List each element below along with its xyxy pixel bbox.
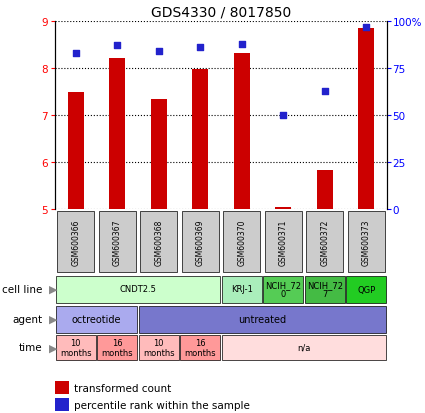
FancyBboxPatch shape: [222, 276, 262, 303]
FancyBboxPatch shape: [305, 276, 345, 303]
Bar: [109, 59, 125, 209]
FancyBboxPatch shape: [223, 211, 261, 273]
Text: 10
months: 10 months: [60, 338, 91, 357]
FancyBboxPatch shape: [264, 276, 303, 303]
Text: ▶: ▶: [48, 314, 57, 324]
Text: CNDT2.5: CNDT2.5: [119, 285, 156, 294]
FancyBboxPatch shape: [306, 211, 343, 273]
Bar: [193, 70, 208, 209]
FancyBboxPatch shape: [56, 306, 137, 333]
Bar: [275, 207, 291, 209]
Text: ▶: ▶: [48, 284, 57, 294]
Point: [238, 41, 245, 48]
Text: n/a: n/a: [298, 343, 311, 352]
Bar: [358, 29, 374, 209]
Text: transformed count: transformed count: [74, 383, 171, 393]
Point: [156, 49, 162, 55]
Bar: [234, 54, 249, 209]
Text: GSM600371: GSM600371: [279, 219, 288, 265]
Point: [114, 43, 121, 50]
Text: cell line: cell line: [2, 284, 42, 294]
FancyBboxPatch shape: [97, 335, 137, 360]
Text: 16
months: 16 months: [184, 338, 216, 357]
Text: GSM600372: GSM600372: [320, 219, 329, 265]
FancyBboxPatch shape: [348, 211, 385, 273]
Bar: [151, 99, 167, 209]
FancyBboxPatch shape: [346, 276, 386, 303]
FancyBboxPatch shape: [180, 335, 220, 360]
Text: NCIH_72
0: NCIH_72 0: [265, 280, 301, 299]
Text: GSM600368: GSM600368: [154, 219, 163, 265]
Text: untreated: untreated: [238, 314, 286, 324]
FancyBboxPatch shape: [139, 335, 178, 360]
FancyBboxPatch shape: [222, 335, 386, 360]
Text: octreotide: octreotide: [72, 314, 121, 324]
Text: GSM600366: GSM600366: [71, 219, 80, 265]
Bar: [55, 382, 68, 394]
Text: 16
months: 16 months: [102, 338, 133, 357]
Point: [72, 50, 79, 57]
FancyBboxPatch shape: [56, 335, 96, 360]
Text: QGP: QGP: [357, 285, 375, 294]
Bar: [68, 93, 84, 209]
FancyBboxPatch shape: [139, 306, 386, 333]
Text: GSM600370: GSM600370: [237, 219, 246, 265]
Point: [197, 45, 204, 52]
FancyBboxPatch shape: [140, 211, 177, 273]
Point: [363, 24, 370, 31]
Text: 10
months: 10 months: [143, 338, 175, 357]
Text: NCIH_72
7: NCIH_72 7: [307, 280, 343, 299]
FancyBboxPatch shape: [56, 276, 220, 303]
FancyBboxPatch shape: [181, 211, 219, 273]
Bar: [55, 399, 68, 411]
FancyBboxPatch shape: [265, 211, 302, 273]
Bar: [317, 171, 333, 209]
Title: GDS4330 / 8017850: GDS4330 / 8017850: [151, 5, 291, 19]
Text: agent: agent: [12, 314, 42, 324]
Text: ▶: ▶: [48, 343, 57, 353]
Point: [321, 88, 328, 95]
Text: GSM600373: GSM600373: [362, 219, 371, 265]
Text: GSM600367: GSM600367: [113, 219, 122, 265]
Text: time: time: [19, 343, 42, 353]
Text: GSM600369: GSM600369: [196, 219, 205, 265]
Text: KRJ-1: KRJ-1: [231, 285, 253, 294]
FancyBboxPatch shape: [99, 211, 136, 273]
Point: [280, 112, 286, 119]
Text: percentile rank within the sample: percentile rank within the sample: [74, 400, 249, 410]
FancyBboxPatch shape: [57, 211, 94, 273]
